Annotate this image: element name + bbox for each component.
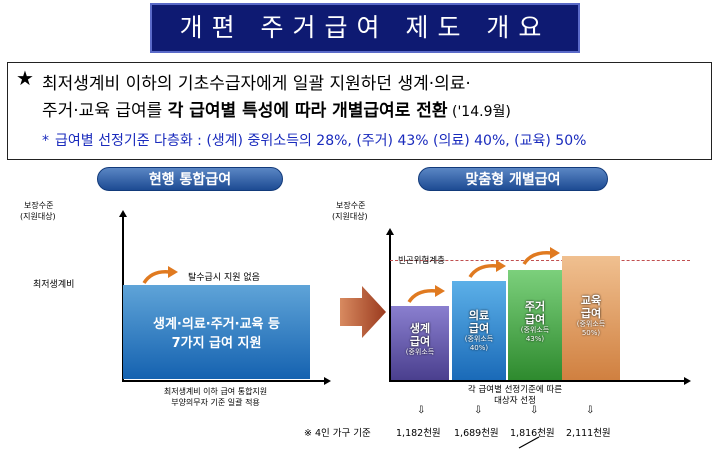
- summary-line-2-date: ('14.9월): [447, 104, 511, 120]
- left-caption-line-2: 부양의무자 기준 일괄 적용: [171, 398, 260, 407]
- bar-education-pct: 50%): [581, 329, 601, 337]
- integrated-benefit-block: [123, 285, 310, 379]
- bar-livelihood-label-1: 생계: [409, 322, 431, 335]
- step-arrow-3-icon: [522, 247, 560, 266]
- step-arrow-2-icon: [468, 260, 506, 279]
- no-exit-support-note: 탈수급시 지원 없음: [188, 273, 260, 283]
- down-arrow-1-icon: ⇩: [417, 405, 426, 416]
- bar-housing-pct: 43%): [525, 335, 545, 343]
- summary-line-1: 최저생계비 이하의 기초수급자에게 일괄 지원하던 생계·의료·: [42, 74, 471, 94]
- bar-livelihood-sub: (중위소득: [405, 348, 435, 356]
- bar-housing-sub: (중위소득: [520, 326, 550, 334]
- summary-line-2-prefix: 주거·교육 급여를: [42, 101, 168, 121]
- curved-arrow-icon: [142, 266, 178, 284]
- step-arrow-1-icon: [407, 285, 445, 304]
- summary-box: ★ 최저생계비 이하의 기초수급자에게 일괄 지원하던 생계·의료· 주거·교육…: [7, 62, 712, 160]
- transition-arrow-icon: [340, 286, 386, 338]
- down-arrow-2-icon: ⇩: [474, 405, 483, 416]
- bar-education-label-1: 교육: [580, 294, 602, 307]
- right-x-arrow-icon: [684, 377, 691, 385]
- left-caption-line-1: 최저생계비 이하 급여 통합지원: [163, 387, 268, 396]
- amount-education: 2,111천원: [566, 428, 611, 439]
- bar-housing-label-1: 주거: [524, 300, 546, 313]
- bar-medical-label-1: 의료: [468, 309, 490, 322]
- integrated-benefit-line-2: 7가지 급여 지원: [171, 336, 262, 351]
- integrated-benefit-line-1: 생계·의료·주거·교육 등: [153, 317, 280, 332]
- left-y-axis-label-1: 보장수준: [24, 201, 54, 210]
- right-caption-line-1: 각 급여별 선정기준에 따른: [467, 385, 563, 395]
- summary-line-2-bold: 각 급여별 특성에 따라 개별급여로 전환: [167, 101, 448, 121]
- right-y-axis-label-2: (지원대상): [332, 212, 368, 221]
- amount-livelihood: 1,182천원: [396, 428, 441, 439]
- poverty-risk-dashed-line: [390, 260, 690, 261]
- customized-individual-banner: 맞춤형 개별급여: [418, 167, 608, 191]
- bar-education: [562, 256, 620, 380]
- right-y-axis: [389, 234, 391, 382]
- summary-line-2: 주거·교육 급여를 각 급여별 특성에 따라 개별급여로 전환 ('14.9월): [42, 96, 511, 121]
- left-y-axis-label-2: (지원대상): [20, 212, 56, 221]
- bar-education-sub: (중위소득: [576, 320, 606, 328]
- bar-medical-sub: (중위소득: [464, 335, 494, 343]
- summary-line-3: * 급여별 선정기준 다층화 : (생계) 중위소득의 28%, (주거) 43%…: [42, 130, 586, 150]
- right-y-axis-label-1: 보장수준: [336, 201, 366, 210]
- bar-housing-label-2: 급여: [524, 313, 546, 326]
- bar-livelihood: [391, 306, 449, 380]
- left-y-axis: [122, 216, 124, 382]
- housing-pointer-icon: [518, 436, 540, 449]
- down-arrow-4-icon: ⇩: [586, 405, 595, 416]
- bar-medical: [452, 281, 506, 380]
- bullet-icon: *: [42, 133, 49, 149]
- down-arrow-3-icon: ⇩: [530, 405, 539, 416]
- page-title: 개편 주거급여 제도 개요: [150, 3, 580, 53]
- integrated-benefit-text: 생계·의료·주거·교육 등 7가지 급여 지원: [123, 315, 310, 353]
- bar-education-label: 교육 급여 (중위소득 50%): [562, 294, 620, 338]
- household-basis-note: ※ 4인 가구 기준: [304, 428, 371, 439]
- left-y-arrow-icon: [119, 210, 127, 217]
- amount-housing: 1,816천원: [510, 428, 555, 439]
- bar-livelihood-label-2: 급여: [409, 335, 431, 348]
- amount-medical: 1,689천원: [454, 428, 499, 439]
- current-integrated-banner: 현행 통합급여: [97, 167, 283, 191]
- bar-medical-pct: 40%): [469, 344, 489, 352]
- left-x-arrow-icon: [324, 377, 331, 385]
- bar-education-label-2: 급여: [580, 307, 602, 320]
- right-y-arrow-icon: [386, 228, 394, 235]
- poverty-risk-label: 빈곤위험계층: [398, 256, 445, 266]
- right-caption-line-2: 대상자 선정: [494, 396, 536, 406]
- right-caption: 각 급여별 선정기준에 따른 대상자 선정: [420, 385, 610, 407]
- star-icon: ★: [16, 66, 34, 90]
- bar-housing: [508, 270, 562, 380]
- bar-housing-label: 주거 급여 (중위소득 43%): [508, 300, 562, 344]
- left-caption: 최저생계비 이하 급여 통합지원 부양의무자 기준 일괄 적용: [122, 386, 309, 408]
- right-x-axis: [389, 380, 684, 382]
- bar-livelihood-label: 생계 급여 (중위소득: [391, 322, 449, 357]
- bar-medical-label: 의료 급여 (중위소득 40%): [452, 309, 506, 353]
- bar-medical-label-2: 급여: [468, 322, 490, 335]
- left-x-axis: [122, 380, 325, 382]
- minimum-cost-label: 최저생계비: [33, 280, 75, 290]
- summary-line-3-text: 급여별 선정기준 다층화 : (생계) 중위소득의 28%, (주거) 43% …: [55, 133, 587, 149]
